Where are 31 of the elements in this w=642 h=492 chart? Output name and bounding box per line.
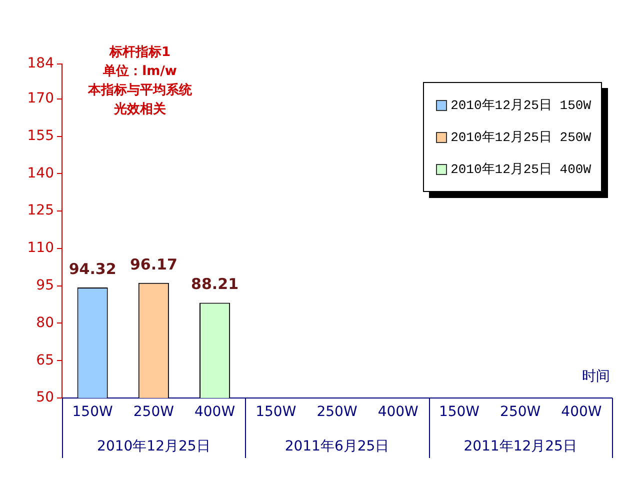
- data-label: 88.21: [191, 275, 239, 294]
- y-tick-label: 170: [27, 90, 54, 107]
- x-tick-label: 400W: [561, 404, 602, 420]
- x-axis-title: 时间: [582, 368, 610, 385]
- y-tick-label: 184: [27, 56, 54, 72]
- y-tick-label: 140: [27, 165, 54, 182]
- text: 2011年12月25日: [464, 438, 577, 455]
- y-tick-label: 155: [27, 128, 54, 144]
- y-tick-label: 65: [36, 352, 54, 368]
- text: 单位：lm/w 本指标与平均系统光效相关: [86, 63, 193, 119]
- data-label: 94.32: [68, 260, 116, 278]
- data-label: 96.17: [130, 255, 178, 274]
- y-tick-label: 50: [36, 390, 54, 406]
- x-tick-label: 250W: [316, 404, 358, 420]
- x-tick-label: 400W: [378, 404, 419, 420]
- x-tick-label: 150W: [438, 404, 480, 420]
- y-tick-label: 80: [36, 314, 54, 331]
- x-tick-label: 400W: [194, 404, 236, 420]
- legend-label: 2010年12月25日 150W: [450, 97, 591, 114]
- x-tick-label: 150W: [72, 404, 113, 420]
- text: 2010年12月25日: [97, 438, 210, 455]
- x-tick-label: 250W: [133, 404, 174, 420]
- chart-title: 标杆指标1: [108, 44, 172, 62]
- legend-label: 2010年12月25日 400W: [450, 161, 591, 178]
- y-tick-label: 110: [27, 240, 54, 256]
- y-tick-label: 125: [27, 202, 54, 219]
- x-tick-label: 250W: [500, 404, 541, 420]
- x-tick-label: 150W: [256, 404, 296, 420]
- text: 2011年6月25日: [284, 438, 390, 455]
- legend-label: 2010年12月25日 250W: [450, 129, 591, 146]
- y-tick-label: 95: [36, 277, 54, 294]
